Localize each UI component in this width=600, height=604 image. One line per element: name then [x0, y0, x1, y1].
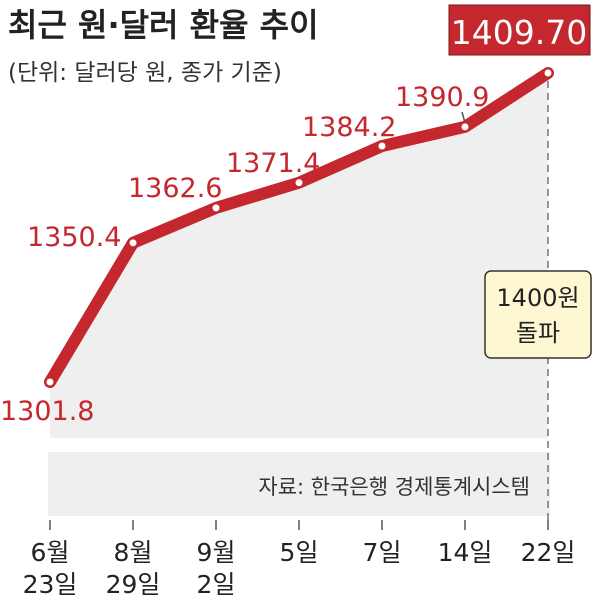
tick-label-2: 8월 — [114, 538, 153, 567]
data-point-2 — [127, 237, 139, 249]
value-label-6-leader — [461, 111, 466, 124]
data-point-7 — [542, 67, 554, 79]
source-band-bg — [48, 452, 550, 516]
tick-label-2-line-2: 29일 — [106, 570, 161, 599]
tick-label-6: 14일 — [438, 538, 493, 567]
area-fill — [50, 73, 548, 438]
data-point-6 — [459, 121, 471, 133]
data-point-3 — [210, 202, 222, 214]
chart-subtitle: (단위: 달러당 원, 종가 기준) — [8, 60, 282, 86]
tick-label-7: 22일 — [521, 538, 576, 567]
value-label-7: 1409.70 — [451, 13, 587, 52]
tick-label-1-line-2: 23일 — [23, 570, 78, 599]
area-layer — [50, 73, 548, 438]
tick-label-3: 9월 — [197, 538, 236, 567]
data-point-5 — [376, 140, 388, 152]
value-label-2: 1350.4 — [27, 222, 121, 253]
annotation-line-2: 돌파 — [516, 319, 560, 347]
value-label-6: 1390.9 — [395, 82, 489, 113]
x-axis-ticks: 6월 23일 8월 29일 9월 2일 5일 7일 14일 22일 — [23, 520, 576, 599]
tick-label-4: 5일 — [280, 538, 319, 567]
tick-label-3-line-2: 2일 — [197, 570, 236, 599]
chart-title: 최근 원·달러 환율 추이 — [8, 6, 319, 44]
annotation-line-1: 1400원 — [496, 284, 579, 312]
value-label-5: 1384.2 — [302, 112, 396, 143]
value-label-4: 1371.4 — [226, 148, 320, 179]
tick-label-5: 7일 — [363, 538, 402, 567]
data-point-4 — [293, 177, 305, 189]
source-text: 자료: 한국은행 경제통계시스템 — [258, 475, 530, 499]
tick-label-1: 6월 — [31, 538, 70, 567]
value-label-3: 1362.6 — [128, 173, 222, 204]
value-label-1: 1301.8 — [0, 396, 94, 427]
source-band: 자료: 한국은행 경제통계시스템 — [48, 452, 550, 516]
highlight-box — [448, 4, 591, 56]
annotation-box — [484, 270, 592, 359]
data-point-1 — [44, 376, 56, 388]
